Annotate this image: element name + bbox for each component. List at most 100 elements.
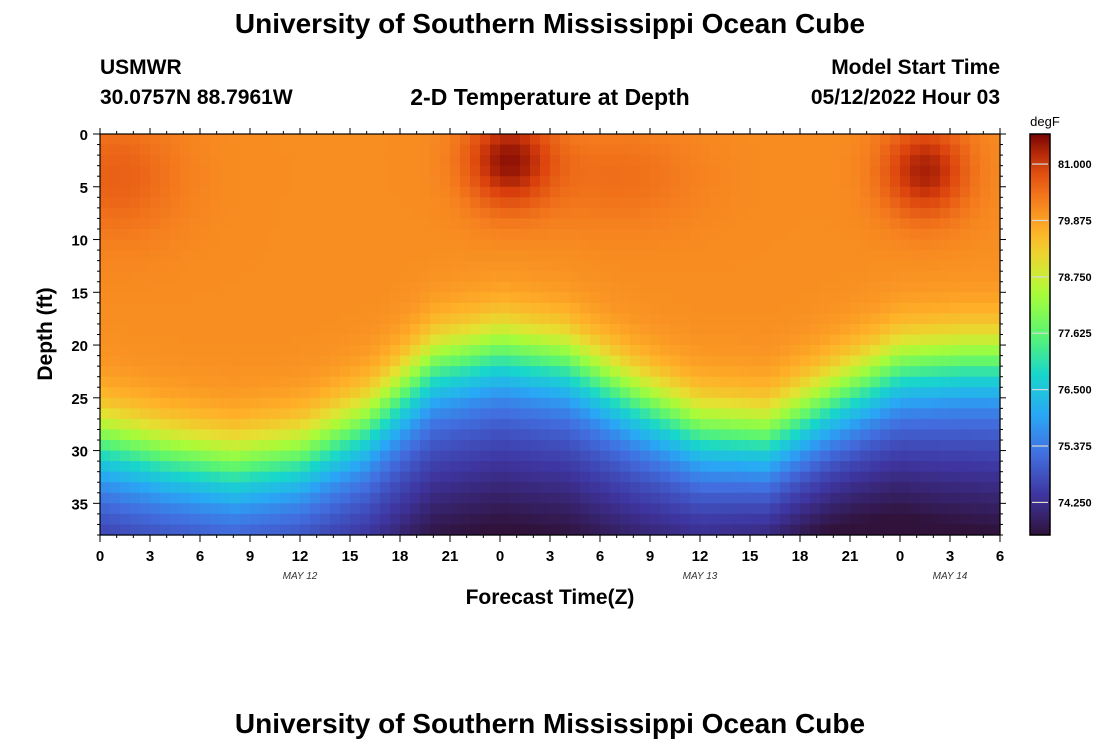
heatmap-cell (240, 366, 251, 378)
heatmap-cell (620, 376, 631, 388)
heatmap-cell (190, 292, 201, 304)
heatmap-cell (430, 250, 441, 262)
heatmap-cell (980, 471, 991, 483)
heatmap-cell (680, 134, 691, 146)
heatmap-cell (400, 355, 411, 367)
heatmap-cell (820, 207, 831, 220)
heatmap-cell (510, 281, 521, 293)
heatmap-cell (470, 260, 481, 272)
heatmap-cell (830, 186, 841, 198)
heatmap-cell (700, 250, 711, 262)
heatmap-cell (820, 239, 831, 251)
heatmap-cell (290, 450, 301, 462)
heatmap-cell (960, 482, 971, 494)
heatmap-cell (970, 323, 981, 336)
heatmap-cell (620, 408, 631, 420)
heatmap-cell (970, 239, 981, 251)
heatmap-cell (840, 471, 851, 483)
heatmap-cell (620, 366, 631, 378)
heatmap-cell (410, 144, 421, 156)
heatmap-cell (140, 134, 151, 146)
heatmap-cell (540, 376, 551, 388)
date-label: MAY 13 (683, 571, 718, 582)
heatmap-cell (860, 302, 871, 314)
heatmap-cell (420, 228, 431, 241)
heatmap-cell (500, 186, 511, 198)
heatmap-cell (700, 144, 711, 156)
heatmap-cell (210, 323, 221, 336)
heatmap-cell (540, 260, 551, 272)
heatmap-cell (480, 239, 491, 251)
heatmap-cell (130, 302, 141, 314)
heatmap-cell (170, 492, 181, 504)
heatmap-cell (510, 134, 521, 146)
heatmap-cell (550, 429, 561, 441)
heatmap-cell (280, 176, 291, 188)
heatmap-cell (260, 450, 271, 462)
heatmap-cell (830, 482, 841, 494)
heatmap-cell (670, 366, 681, 378)
heatmap-cell (740, 492, 751, 504)
heatmap-cell (280, 134, 291, 146)
heatmap-cell (330, 207, 341, 220)
heatmap-cell (340, 376, 351, 388)
heatmap-cell (320, 345, 331, 357)
heatmap-cell (980, 228, 991, 241)
heatmap-cell (860, 450, 871, 462)
heatmap-cell (410, 260, 421, 272)
heatmap-cell (920, 492, 931, 504)
heatmap-cell (470, 513, 481, 526)
heatmap-cell (330, 418, 341, 431)
heatmap-cell (800, 186, 811, 198)
heatmap-cell (560, 482, 571, 494)
heatmap-cell (970, 366, 981, 378)
heatmap-cell (460, 218, 471, 230)
heatmap-cell (310, 397, 321, 409)
heatmap-cell (100, 281, 111, 293)
heatmap-cell (110, 397, 121, 409)
heatmap-cell (150, 440, 161, 452)
heatmap-cell (890, 186, 901, 198)
heatmap-cell (350, 366, 361, 378)
heatmap-cell (650, 271, 661, 283)
heatmap-cell (320, 482, 331, 494)
heatmap-cell (100, 450, 111, 462)
heatmap-cell (100, 408, 111, 420)
heatmap-cell (860, 408, 871, 420)
heatmap-cell (760, 228, 771, 241)
heatmap-cell (460, 387, 471, 399)
heatmap-cell (360, 323, 371, 336)
heatmap-cell (860, 482, 871, 494)
heatmap-cell (340, 513, 351, 526)
heatmap-cell (790, 176, 801, 188)
heatmap-cell (470, 207, 481, 220)
heatmap-cell (400, 207, 411, 220)
heatmap-cell (210, 355, 221, 367)
heatmap-cell (410, 207, 421, 220)
heatmap-cell (370, 239, 381, 251)
heatmap-cell (420, 165, 431, 177)
heatmap-cell (710, 302, 721, 314)
heatmap-cell (850, 418, 861, 431)
heatmap-cell (990, 197, 1001, 209)
heatmap-cell (770, 250, 781, 262)
heatmap-cell (810, 366, 821, 378)
heatmap-cell (980, 144, 991, 156)
heatmap-cell (360, 197, 371, 209)
heatmap-cell (820, 165, 831, 177)
heatmap-cell (320, 271, 331, 283)
heatmap-cell (530, 292, 541, 304)
heatmap-cell (950, 471, 961, 483)
heatmap-cell (650, 134, 661, 146)
heatmap-cell (190, 387, 201, 399)
heatmap-cell (980, 450, 991, 462)
heatmap-cell (910, 429, 921, 441)
heatmap-cell (520, 197, 531, 209)
heatmap-cell (100, 503, 111, 515)
heatmap-cell (530, 228, 541, 241)
heatmap-cell (300, 176, 311, 188)
heatmap-cell (770, 513, 781, 526)
heatmap-cell (710, 387, 721, 399)
heatmap-cell (630, 440, 641, 452)
heatmap-cell (810, 281, 821, 293)
